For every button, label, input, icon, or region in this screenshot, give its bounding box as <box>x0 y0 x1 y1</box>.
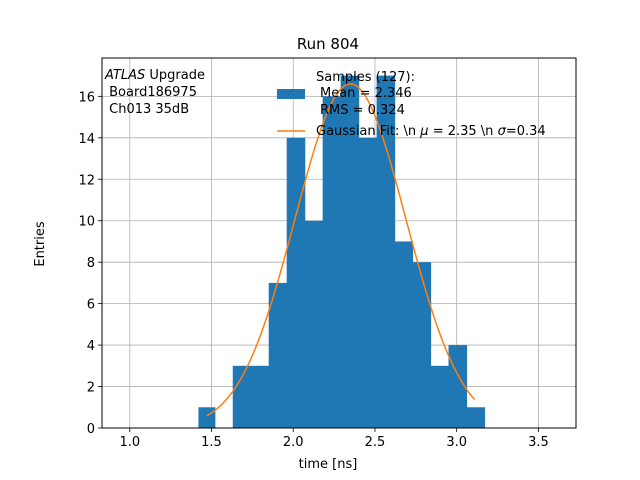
histogram-bar <box>250 365 270 428</box>
histogram-bar <box>304 220 324 428</box>
y-tick-label: 2 <box>87 381 95 396</box>
gaussian-fit <box>206 83 476 417</box>
legend-samples-line-2: Mean = 2.346 <box>320 86 412 101</box>
x-tick-label: 3.5 <box>528 435 549 450</box>
histogram-bar <box>358 137 378 428</box>
y-tick-label: 6 <box>87 298 95 313</box>
annotation-line-3: Ch013 35dB <box>105 102 189 117</box>
legend-fit-prefix: Gaussian Fit: \n <box>316 124 420 139</box>
histogram-bar <box>394 241 414 428</box>
legend-samples-line-1: Samples (127): <box>316 70 415 85</box>
x-tick-label: 1.0 <box>119 435 140 450</box>
chart-title: Run 804 <box>297 35 359 53</box>
histogram-bar <box>268 282 288 428</box>
legend-fit-sigma: σ <box>498 124 507 139</box>
plot-frame <box>101 57 577 429</box>
legend-fit-mu: μ <box>419 124 428 139</box>
gaussian-fit-curve <box>206 83 476 417</box>
annotation-line-2: Board186975 <box>105 85 197 100</box>
legend: Samples (127): Mean = 2.346 RMS = 0.324 … <box>277 70 546 139</box>
legend-samples-line-3: RMS = 0.324 <box>320 103 405 118</box>
histogram-bar <box>412 262 432 428</box>
histogram-bar <box>430 365 450 428</box>
legend-samples-swatch <box>277 89 305 99</box>
legend-fit-mid: = 2.35 \n <box>429 124 498 139</box>
x-axis-label: time [ns] <box>299 457 358 472</box>
y-tick-label: 4 <box>87 339 95 354</box>
histogram-bar <box>340 75 360 428</box>
y-axis-label: Entries <box>33 221 48 267</box>
x-tick-label: 3.0 <box>446 435 467 450</box>
histogram-bar <box>286 137 306 428</box>
y-tick-label: 0 <box>87 422 95 437</box>
histogram-bars <box>198 75 486 428</box>
x-tick-label: 1.5 <box>201 435 222 450</box>
y-tick-label: 10 <box>78 215 95 230</box>
histogram-bar <box>322 96 342 428</box>
y-tick-label: 8 <box>87 256 95 271</box>
histogram-bar <box>198 407 216 428</box>
histogram-bar <box>232 365 252 428</box>
x-tick-label: 2.0 <box>283 435 304 450</box>
annotation-experiment: ATLAS <box>104 68 145 83</box>
experiment-annotation: ATLAS Upgrade Board186975 Ch013 35dB <box>104 68 205 117</box>
y-tick-label: 14 <box>78 132 95 147</box>
y-tick-label: 12 <box>78 173 95 188</box>
annotation-line-1: ATLAS Upgrade <box>104 68 205 83</box>
y-tick-label: 16 <box>78 90 95 105</box>
annotation-experiment-suffix: Upgrade <box>145 68 205 83</box>
histogram-bar <box>466 407 486 428</box>
axis-ticks: 1.0 1.5 2.0 2.5 3.0 3.5 0 2 4 6 8 10 12 14 16 <box>78 90 548 450</box>
legend-fit-label: Gaussian Fit: \n μ = 2.35 \n σ=0.34 <box>316 124 546 139</box>
x-tick-label: 2.5 <box>365 435 386 450</box>
legend-fit-suffix: =0.34 <box>506 124 546 139</box>
